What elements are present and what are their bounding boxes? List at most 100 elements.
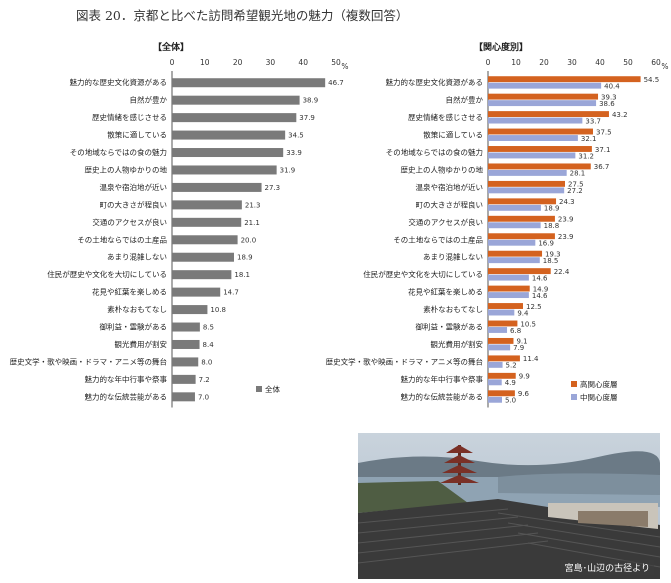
overall-category-label: 観光費用が割安 [115,339,168,349]
interest-bar [488,135,578,141]
overall-bar [172,374,196,384]
interest-category-label: 御利益・霊験がある [416,322,484,332]
interest-bar [488,239,536,246]
interest-legend-label: 高関心度層 [580,379,618,389]
figure-title: 図表 20．京都と比べた訪問希望観光地の魅力（複数回答） [76,8,409,23]
overall-category-label: 魅力的な年中行事や祭事 [85,374,168,384]
interest-data-label: 43.2 [612,111,628,119]
overall-data-label: 37.9 [299,114,315,122]
interest-category-label: 魅力的な歴史文化資源がある [386,77,484,87]
interest-bar [488,285,530,292]
interest-bar [488,379,502,386]
overall-category-label: 歴史情緒を感じさせる [92,112,167,122]
interest-category-label: 花見や紅葉を楽しめる [408,287,483,297]
overall-tick-label: 0 [170,58,175,67]
overall-data-label: 18.1 [234,271,250,279]
interest-bar [488,100,597,107]
interest-category-label: 歴史情緒を感じさせる [408,112,483,122]
interest-data-label: 28.1 [570,170,586,178]
overall-category-label: 温泉や宿泊地が近い [100,182,168,192]
interest-category-label: 魅力的な伝統芸能がある [401,391,484,401]
overall-bar [172,95,300,105]
overall-tick-label: 30 [266,58,276,67]
overall-category-label: 魅力的な伝統芸能がある [85,391,168,401]
interest-category-label: 温泉や宿泊地が近い [416,182,484,192]
interest-data-label: 9.1 [516,338,527,346]
interest-bar [488,390,515,397]
interest-bar [488,152,576,159]
interest-bar [488,355,520,362]
interest-category-label: 歴史上の人物ゆかりの地 [401,164,484,174]
overall-bar [172,130,286,140]
overall-data-label: 14.7 [223,289,239,297]
overall-bar [172,305,208,315]
overall-category-label: 町の大きさが程良い [100,199,168,209]
interest-bar [488,93,599,100]
overall-category-label: あまり混雑しない [107,252,167,262]
interest-data-label: 18.8 [544,222,560,230]
interest-data-label: 6.8 [510,327,521,335]
interest-data-label: 27.2 [567,187,583,195]
overall-category-label: 花見や紅葉を楽しめる [92,287,167,297]
overall-category-label: 歴史文学・歌や映画・ドラマ・アニメ等の舞台 [10,356,167,366]
overall-bar [172,182,262,192]
interest-data-label: 33.7 [585,117,601,125]
miyajima-photo: 宮島･山辺の古径より [358,433,660,579]
overall-data-label: 21.3 [245,201,261,209]
interest-data-label: 27.5 [568,181,584,189]
interest-bar [488,169,567,176]
interest-bar [488,128,593,135]
miyajima-photo-drawing [358,433,660,579]
interest-legend-swatch [571,381,577,387]
overall-bar [172,217,242,227]
interest-data-label: 32.1 [581,135,597,143]
overall-category-label: その土地ならではの土産品 [77,234,167,244]
interest-data-label: 7.9 [513,344,524,352]
interest-bar [488,361,503,368]
interest-bar [488,372,516,379]
overall-category-label: 住民が歴史や文化を大切にしている [47,269,167,279]
interest-bar [488,204,541,211]
interest-data-label: 37.1 [595,146,611,154]
overall-bar [172,392,195,402]
interest-tick-label: 40 [595,58,605,67]
interest-bar [488,117,583,124]
overall-bar [172,252,234,262]
overall-category-label: その地域ならではの食の魅力 [70,147,167,157]
interest-tick-label: 0 [486,58,491,67]
interest-legend-label: 中関心度層 [580,392,618,402]
interest-data-label: 18.9 [544,205,560,213]
interest-data-label: 37.5 [596,128,612,136]
interest-category-label: 交通のアクセスが良い [408,217,483,227]
interest-bar [488,327,508,333]
interest-unit-label: % [661,62,668,71]
interest-data-label: 9.6 [518,390,530,398]
interest-bar [488,274,529,281]
interest-bar [488,268,551,275]
overall-bar [172,200,242,210]
overall-category-label: 交通のアクセスが良い [92,217,167,227]
interest-category-label: あまり混雑しない [423,252,483,262]
overall-category-label: 魅力的な歴史文化資源がある [70,77,168,87]
interest-tick-label: 50 [623,58,633,67]
overall-data-label: 34.5 [288,132,304,140]
interest-category-label: その土地ならではの土産品 [393,234,483,244]
overall-bar [172,287,221,297]
interest-data-label: 14.6 [532,292,548,300]
interest-bar [488,309,515,316]
interest-bar [488,187,565,194]
overall-category-label: 御利益・霊験がある [100,322,168,332]
interest-data-label: 19.3 [545,250,561,258]
interest-data-label: 11.4 [523,355,539,363]
overall-legend-swatch [256,386,262,392]
overall-category-label: 散策に適している [107,130,167,140]
interest-bar [488,292,529,299]
right-panel-title: 【関心度別】 [474,43,529,53]
overall-bar [172,235,238,245]
overall-data-label: 20.0 [241,236,257,244]
interest-bar [488,396,502,403]
interest-bar [488,111,609,118]
interest-category-label: 町の大きさが程良い [416,199,484,209]
interest-data-label: 23.9 [558,216,574,224]
overall-data-label: 33.9 [286,149,302,157]
